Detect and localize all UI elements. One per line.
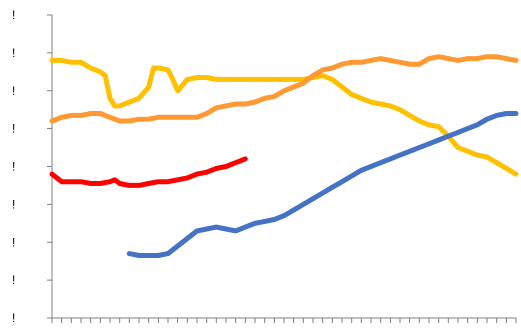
y-tick-label: !: [12, 235, 15, 249]
axes: !!!!!!!!!: [12, 8, 517, 325]
y-tick-label: !: [12, 273, 15, 287]
series-lines: [49, 54, 519, 258]
series-line-3: [49, 156, 248, 188]
y-tick-label: !: [12, 160, 15, 174]
series-line-1: [49, 57, 519, 177]
series-line-4: [126, 111, 519, 258]
series-line-2: [49, 54, 519, 124]
y-tick-label: !: [12, 197, 15, 211]
y-tick-label: !: [12, 311, 15, 325]
y-tick-label: !: [12, 84, 15, 98]
y-tick-label: !: [12, 8, 15, 22]
y-tick-label: !: [12, 122, 15, 136]
y-tick-label: !: [12, 46, 15, 60]
